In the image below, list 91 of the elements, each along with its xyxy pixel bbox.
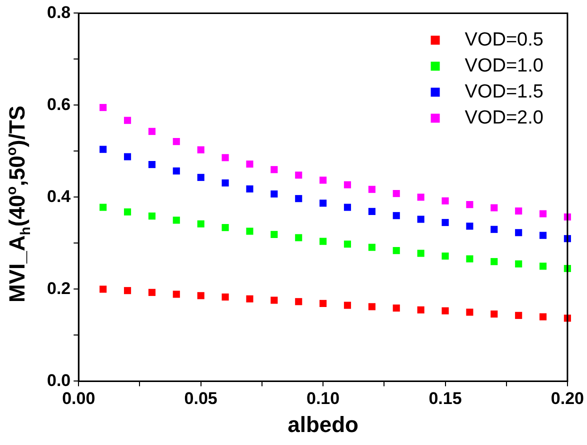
point	[172, 138, 180, 146]
point	[222, 179, 229, 186]
point	[466, 308, 474, 316]
point	[490, 258, 498, 266]
point	[368, 186, 376, 193]
point	[344, 204, 352, 211]
point	[417, 194, 424, 201]
point	[295, 234, 302, 242]
point	[270, 166, 278, 174]
point	[417, 216, 424, 223]
legend-label: VOD=2.0	[464, 107, 544, 128]
x-tick-label: 0.10	[306, 389, 340, 408]
point	[466, 255, 474, 262]
point	[197, 146, 204, 154]
legend-label: VOD=1.0	[464, 55, 544, 76]
point	[320, 300, 327, 307]
point	[515, 260, 522, 268]
point	[295, 172, 302, 179]
point	[100, 286, 107, 293]
point	[466, 222, 474, 230]
point	[320, 238, 327, 245]
x-tick-label: 0.00	[62, 389, 96, 408]
point	[466, 201, 474, 208]
point	[442, 197, 449, 204]
point	[320, 200, 327, 207]
point	[368, 303, 376, 310]
y-tick-label: 0.6	[46, 94, 71, 114]
point	[246, 295, 254, 302]
point	[222, 224, 229, 232]
point	[100, 146, 107, 153]
point	[295, 298, 302, 306]
legend-label: VOD=0.5	[464, 29, 544, 50]
point	[148, 212, 156, 220]
x-tick-label: 0.20	[550, 389, 584, 408]
point	[515, 207, 522, 215]
point	[124, 287, 132, 294]
point	[222, 293, 229, 301]
y-tick-label: 0.0	[46, 370, 71, 390]
point	[417, 250, 424, 257]
point	[442, 252, 449, 260]
point	[270, 296, 278, 304]
x-tick-label: 0.05	[184, 389, 218, 408]
y-tick-label: 0.8	[46, 2, 71, 22]
point	[539, 232, 547, 239]
point	[417, 306, 424, 314]
point	[392, 304, 400, 312]
point	[392, 247, 400, 254]
point	[344, 181, 352, 188]
point	[490, 226, 498, 233]
y-tick-label: 0.2	[46, 278, 71, 298]
point	[172, 290, 180, 298]
point	[246, 185, 254, 192]
point	[148, 128, 156, 135]
point	[172, 216, 180, 224]
point	[124, 153, 132, 160]
point	[148, 288, 156, 296]
point	[197, 174, 204, 181]
point	[539, 262, 547, 270]
point	[490, 310, 498, 318]
point	[344, 302, 352, 309]
point	[100, 204, 107, 211]
point	[368, 244, 376, 251]
legend-label: VOD=1.5	[464, 81, 544, 102]
point	[490, 204, 498, 212]
point	[539, 313, 547, 320]
point	[442, 218, 449, 226]
point	[100, 104, 107, 112]
point	[392, 212, 400, 220]
point	[295, 195, 302, 202]
point	[172, 167, 180, 175]
point	[222, 154, 229, 162]
point	[442, 307, 449, 314]
x-axis-title: albedo	[288, 412, 358, 437]
point	[539, 210, 547, 218]
point	[515, 229, 522, 236]
x-tick-label: 0.15	[428, 389, 462, 408]
y-tick-label: 0.4	[46, 186, 72, 206]
point	[246, 228, 254, 235]
point	[515, 312, 522, 319]
point	[344, 240, 352, 248]
point	[197, 220, 204, 228]
point	[124, 208, 132, 216]
point	[124, 116, 132, 124]
point	[368, 208, 376, 215]
point	[320, 176, 327, 184]
point	[148, 161, 156, 168]
point	[392, 190, 400, 198]
point	[197, 292, 204, 300]
point	[270, 190, 278, 198]
point	[246, 160, 254, 168]
point	[270, 230, 278, 238]
